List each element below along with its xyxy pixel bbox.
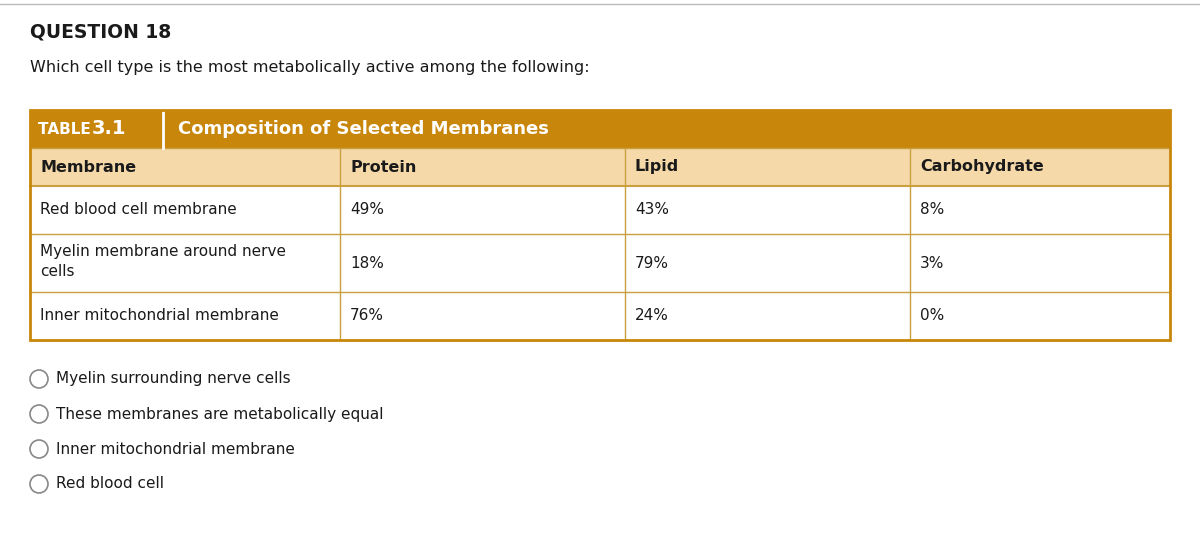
Text: Composition of Selected Membranes: Composition of Selected Membranes <box>178 120 548 138</box>
Text: 8%: 8% <box>920 202 944 217</box>
Text: These membranes are metabolically equal: These membranes are metabolically equal <box>56 406 384 421</box>
Text: Red blood cell: Red blood cell <box>56 477 164 492</box>
Text: 79%: 79% <box>635 255 670 270</box>
Text: 0%: 0% <box>920 308 944 324</box>
Text: 3.1: 3.1 <box>92 120 126 138</box>
Text: 49%: 49% <box>350 202 384 217</box>
Text: TABLE: TABLE <box>38 122 96 136</box>
Text: Carbohydrate: Carbohydrate <box>920 160 1044 175</box>
Text: Inner mitochondrial membrane: Inner mitochondrial membrane <box>56 441 295 457</box>
Text: Protein: Protein <box>350 160 416 175</box>
Text: QUESTION 18: QUESTION 18 <box>30 22 172 41</box>
Text: Membrane: Membrane <box>40 160 136 175</box>
Text: 3%: 3% <box>920 255 944 270</box>
Text: Red blood cell membrane: Red blood cell membrane <box>40 202 236 217</box>
Text: Myelin membrane around nerve
cells: Myelin membrane around nerve cells <box>40 244 286 279</box>
Bar <box>30 186 1170 234</box>
Text: Which cell type is the most metabolically active among the following:: Which cell type is the most metabolicall… <box>30 60 589 75</box>
Text: 18%: 18% <box>350 255 384 270</box>
Bar <box>30 110 1170 148</box>
Bar <box>30 148 1170 186</box>
Bar <box>30 234 1170 292</box>
Text: Lipid: Lipid <box>635 160 679 175</box>
Text: 76%: 76% <box>350 308 384 324</box>
Text: Inner mitochondrial membrane: Inner mitochondrial membrane <box>40 308 278 324</box>
Text: 24%: 24% <box>635 308 668 324</box>
Bar <box>30 292 1170 340</box>
Text: 43%: 43% <box>635 202 670 217</box>
Text: Myelin surrounding nerve cells: Myelin surrounding nerve cells <box>56 372 290 386</box>
Bar <box>30 110 1170 340</box>
